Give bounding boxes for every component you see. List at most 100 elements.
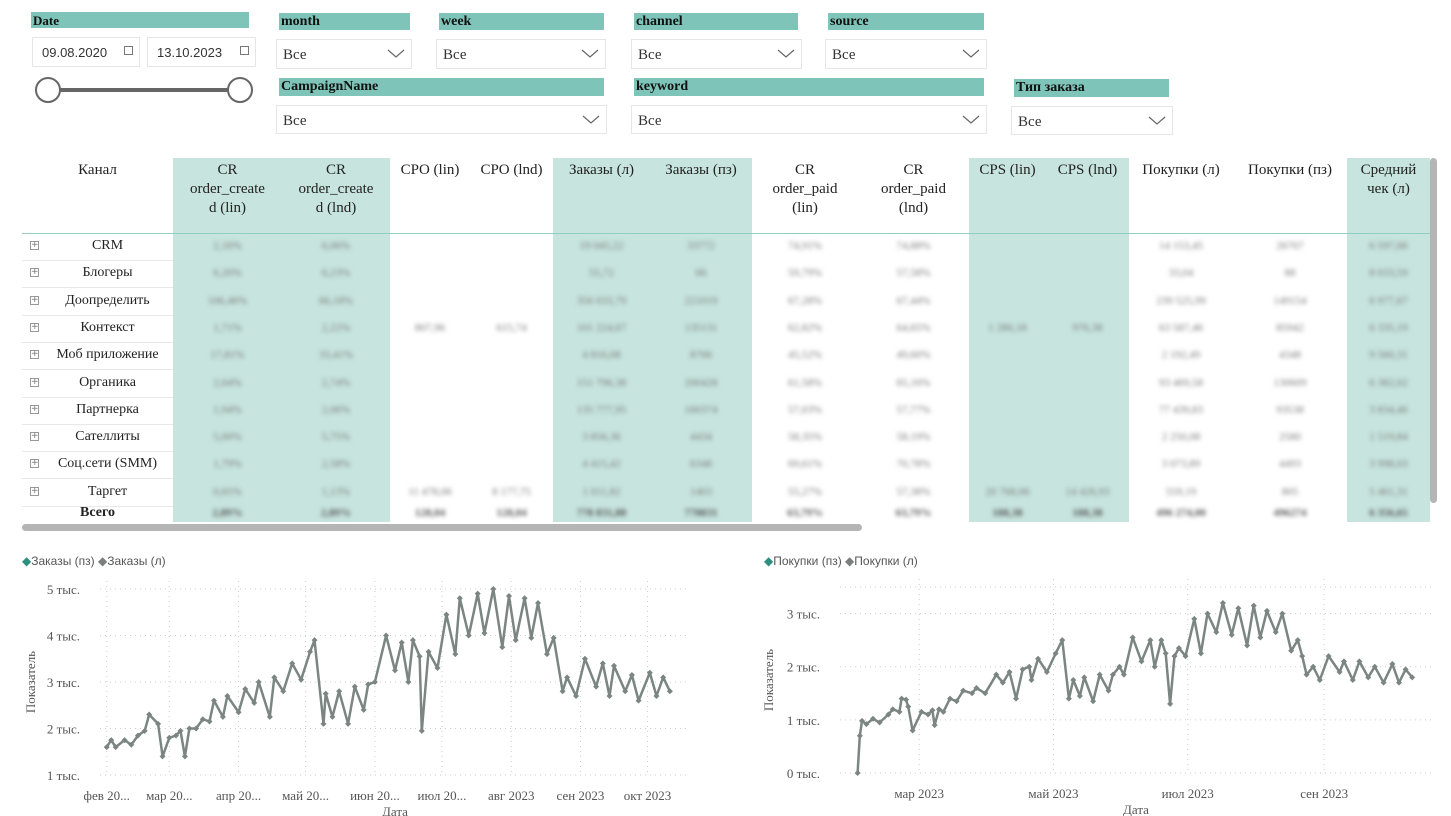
data-point[interactable] bbox=[859, 717, 866, 724]
data-point[interactable] bbox=[1116, 663, 1123, 670]
data-point[interactable] bbox=[383, 632, 390, 639]
legend-item[interactable]: Покупки (пз) bbox=[773, 554, 842, 568]
data-point[interactable] bbox=[1171, 653, 1178, 660]
data-point[interactable] bbox=[1365, 674, 1372, 681]
data-point[interactable] bbox=[1129, 634, 1136, 641]
data-point[interactable] bbox=[416, 653, 423, 660]
data-point[interactable] bbox=[1288, 647, 1295, 654]
expand-icon[interactable]: + bbox=[30, 267, 39, 278]
data-point[interactable] bbox=[1303, 671, 1310, 678]
data-point[interactable] bbox=[1213, 629, 1220, 636]
data-point[interactable] bbox=[172, 732, 179, 739]
data-point[interactable] bbox=[251, 699, 258, 706]
data-point[interactable] bbox=[186, 725, 193, 732]
data-point[interactable] bbox=[1035, 655, 1042, 662]
data-point[interactable] bbox=[646, 669, 653, 676]
expand-icon[interactable]: + bbox=[30, 485, 39, 496]
data-point[interactable] bbox=[146, 711, 153, 718]
row-label[interactable]: + Моб приложение bbox=[22, 347, 173, 365]
data-point[interactable] bbox=[969, 690, 976, 697]
data-point[interactable] bbox=[1395, 679, 1402, 686]
data-point[interactable] bbox=[1006, 669, 1013, 676]
legend-item[interactable]: Покупки (л) bbox=[854, 554, 918, 568]
data-point[interactable] bbox=[564, 674, 571, 681]
data-point[interactable] bbox=[398, 639, 405, 646]
data-point[interactable] bbox=[452, 651, 459, 658]
data-point[interactable] bbox=[931, 722, 938, 729]
data-point[interactable] bbox=[108, 737, 115, 744]
data-point[interactable] bbox=[1065, 695, 1072, 702]
column-header[interactable]: CPS (lin) bbox=[969, 158, 1046, 233]
data-point[interactable] bbox=[499, 644, 506, 651]
data-point[interactable] bbox=[918, 708, 925, 715]
vertical-scrollbar[interactable] bbox=[1430, 158, 1437, 503]
data-point[interactable] bbox=[1336, 669, 1343, 676]
data-point[interactable] bbox=[474, 590, 481, 597]
data-point[interactable] bbox=[409, 637, 416, 644]
column-header[interactable]: CR order_paid (lnd) bbox=[858, 158, 969, 233]
data-point[interactable] bbox=[863, 721, 870, 728]
expand-icon[interactable]: + bbox=[30, 240, 39, 250]
data-point[interactable] bbox=[1371, 663, 1378, 670]
data-point[interactable] bbox=[599, 660, 606, 667]
data-point[interactable] bbox=[193, 725, 200, 732]
data-point[interactable] bbox=[1175, 645, 1182, 652]
data-point[interactable] bbox=[953, 698, 960, 705]
data-point[interactable] bbox=[1151, 663, 1158, 670]
data-point[interactable] bbox=[456, 595, 463, 602]
data-point[interactable] bbox=[940, 708, 947, 715]
data-point[interactable] bbox=[521, 595, 528, 602]
data-point[interactable] bbox=[1250, 602, 1257, 609]
row-label[interactable]: + Таргет bbox=[22, 484, 173, 502]
data-point[interactable] bbox=[1325, 653, 1332, 660]
expand-icon[interactable]: + bbox=[30, 458, 39, 469]
data-point[interactable] bbox=[371, 679, 378, 685]
data-point[interactable] bbox=[307, 648, 314, 655]
data-point[interactable] bbox=[418, 727, 425, 734]
data-point[interactable] bbox=[1120, 671, 1127, 678]
expand-icon[interactable]: + bbox=[30, 294, 39, 305]
data-point[interactable] bbox=[925, 711, 932, 718]
data-point[interactable] bbox=[898, 695, 905, 702]
expand-icon[interactable]: + bbox=[30, 376, 39, 387]
data-point[interactable] bbox=[1158, 637, 1165, 644]
data-point[interactable] bbox=[481, 630, 488, 637]
data-point[interactable] bbox=[1219, 599, 1226, 606]
data-point[interactable] bbox=[159, 753, 166, 760]
data-point[interactable] bbox=[1070, 677, 1077, 683]
data-point[interactable] bbox=[622, 688, 629, 695]
calendar-icon[interactable] bbox=[240, 46, 249, 55]
column-header[interactable]: Покупки (л) bbox=[1129, 158, 1233, 233]
data-point[interactable] bbox=[1299, 653, 1306, 660]
data-point[interactable] bbox=[1191, 615, 1198, 622]
date-slider-start-handle[interactable] bbox=[35, 77, 61, 103]
row-label[interactable]: + Сателлиты bbox=[22, 429, 173, 447]
data-point[interactable] bbox=[960, 687, 967, 694]
data-point[interactable] bbox=[993, 671, 1000, 678]
data-point[interactable] bbox=[280, 688, 287, 695]
data-point[interactable] bbox=[635, 697, 642, 704]
column-header[interactable]: CPO (lin) bbox=[390, 158, 470, 233]
data-point[interactable] bbox=[1167, 700, 1174, 707]
expand-icon[interactable]: + bbox=[30, 349, 39, 360]
data-point[interactable] bbox=[181, 753, 188, 760]
date-range-slider-track[interactable] bbox=[48, 88, 240, 92]
source-dropdown[interactable]: Все bbox=[825, 39, 987, 69]
data-point[interactable] bbox=[336, 688, 343, 695]
data-point[interactable] bbox=[856, 732, 863, 739]
data-point[interactable] bbox=[405, 679, 412, 685]
column-header[interactable]: Заказы (пз) bbox=[650, 158, 752, 233]
data-point[interactable] bbox=[320, 720, 327, 727]
legend-item[interactable]: Заказы (л) bbox=[107, 554, 166, 568]
data-point[interactable] bbox=[1052, 650, 1059, 657]
data-point[interactable] bbox=[535, 599, 542, 606]
data-point[interactable] bbox=[1081, 674, 1088, 681]
data-point[interactable] bbox=[1294, 637, 1301, 644]
data-point[interactable] bbox=[322, 690, 329, 697]
data-point[interactable] bbox=[1244, 642, 1251, 649]
data-point[interactable] bbox=[392, 667, 398, 674]
calendar-icon[interactable] bbox=[124, 46, 133, 55]
data-point[interactable] bbox=[219, 713, 226, 720]
channel-dropdown[interactable]: Все bbox=[631, 39, 802, 69]
data-point[interactable] bbox=[360, 706, 367, 713]
